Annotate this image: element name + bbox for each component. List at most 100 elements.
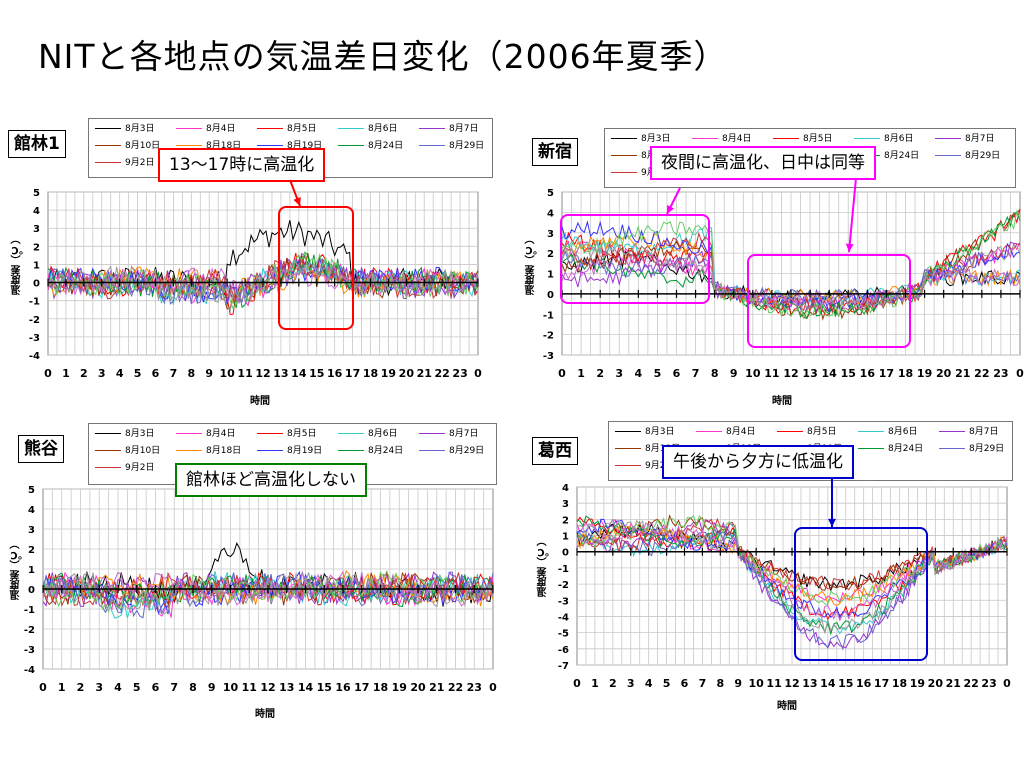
legend-item: 8月4日 (176, 429, 235, 440)
x-tick-label: 0 (558, 367, 566, 380)
legend-label: 8月4日 (206, 124, 236, 134)
legend-label: 8月19日 (287, 446, 323, 456)
y-tick-label: 0 (28, 585, 35, 596)
y-tick-label: -2 (543, 331, 554, 342)
legend-label: 8月7日 (449, 124, 479, 134)
legend-label: 8月29日 (449, 446, 485, 456)
legend-label: 8月5日 (287, 124, 317, 134)
x-tick-label: 1 (577, 367, 585, 380)
legend-item: 8月3日 (611, 134, 670, 145)
y-tick-label: 5 (28, 485, 35, 496)
x-tick-label: 20 (936, 367, 952, 380)
x-tick-label: 23 (993, 367, 1008, 380)
x-tick-label: 6 (673, 367, 681, 380)
legend-item: 8月29日 (939, 444, 1004, 455)
x-tick-label: 20 (410, 681, 426, 694)
x-tick-label: 5 (133, 681, 141, 694)
x-tick-label: 8 (711, 367, 719, 380)
y-tick-label: 1 (562, 532, 569, 543)
legend-item: 8月3日 (95, 429, 154, 440)
x-tick-label: 17 (345, 367, 360, 380)
series-line (42, 570, 494, 614)
x-tick-label: 3 (95, 681, 103, 694)
highlight-box (747, 254, 911, 348)
legend-item: 8月5日 (257, 429, 316, 440)
y-tick-label: 2 (33, 242, 40, 253)
y-axis-label: 温度差（℃） (12, 233, 23, 295)
legend-label: 8月4日 (726, 427, 756, 437)
legend-item: 8月24日 (858, 444, 923, 455)
x-tick-label: 10 (223, 681, 239, 694)
x-tick-label: 16 (327, 367, 343, 380)
series-line (561, 250, 1021, 306)
y-tick-label: -3 (543, 351, 554, 362)
x-tick-label: 4 (114, 681, 122, 694)
legend-swatch (95, 145, 121, 146)
x-tick-label: 6 (681, 677, 689, 690)
y-tick-label: 0 (33, 279, 40, 290)
legend-swatch (935, 155, 961, 156)
legend-swatch (176, 128, 202, 129)
y-axis-label: 温度差（℃） (526, 233, 537, 295)
slide-title: NITと各地点の気温差日変化（2006年夏季） (38, 37, 728, 76)
annotation-callout: 館林ほど高温化しない (175, 463, 367, 497)
y-tick-label: -1 (543, 310, 554, 321)
x-tick-label: 0 (1016, 367, 1024, 380)
legend-item: 8月4日 (696, 427, 755, 438)
x-tick-label: 14 (820, 677, 836, 690)
x-tick-label: 8 (189, 681, 197, 694)
legend-item: 8月18日 (176, 446, 241, 457)
legend-swatch (95, 128, 121, 129)
legend-swatch (95, 162, 121, 163)
x-tick-label: 13 (279, 681, 294, 694)
x-tick-label: 18 (373, 681, 388, 694)
x-tick-label: 22 (435, 367, 450, 380)
legend-label: 8月4日 (722, 134, 752, 144)
legend-label: 8月19日 (287, 141, 323, 151)
legend-swatch (419, 145, 445, 146)
x-tick-label: 6 (152, 367, 160, 380)
annotation-callout: 午後から夕方に低温化 (662, 445, 854, 479)
legend-swatch (95, 450, 121, 451)
legend-label: 8月4日 (206, 429, 236, 439)
legend-label: 8月3日 (125, 429, 155, 439)
series-line (47, 257, 479, 305)
x-axis-label: 時間 (772, 396, 792, 407)
y-tick-label: 3 (562, 499, 569, 510)
chart-panel-kumagaya: -4 -3 -2 -1 0 1 2 3 4 5 0 1 2 3 4 5 6 7 8 9 10 11 12 13 14 15 16 17… (0, 415, 512, 725)
legend-item: 8月7日 (939, 427, 998, 438)
x-tick-label: 0 (489, 681, 497, 694)
x-tick-label: 7 (699, 677, 707, 690)
y-tick-label: -3 (24, 645, 35, 656)
legend-swatch (939, 431, 965, 432)
x-tick-label: 3 (615, 367, 623, 380)
x-tick-label: 10 (745, 367, 761, 380)
legend-label: 9月2日 (125, 158, 155, 168)
x-tick-label: 6 (152, 681, 160, 694)
annotation-callout: 13〜17時に高温化 (158, 148, 326, 182)
legend-item: 8月10日 (95, 446, 160, 457)
y-tick-label: 2 (28, 545, 35, 556)
legend-swatch (611, 155, 637, 156)
highlight-box (278, 206, 354, 330)
x-tick-label: 5 (663, 677, 671, 690)
x-tick-label: 5 (654, 367, 662, 380)
legend-label: 8月3日 (125, 124, 155, 134)
series-line (47, 250, 479, 310)
x-tick-label: 19 (381, 367, 396, 380)
x-tick-label: 16 (860, 367, 876, 380)
y-tick-label: -1 (24, 605, 35, 616)
y-tick-label: 4 (28, 505, 35, 516)
x-tick-label: 2 (80, 367, 88, 380)
x-tick-label: 13 (802, 367, 817, 380)
x-tick-label: 21 (417, 367, 432, 380)
x-tick-label: 19 (392, 681, 407, 694)
legend-swatch (176, 145, 202, 146)
legend-item: 8月7日 (935, 134, 994, 145)
legend-label: 8月7日 (965, 134, 995, 144)
legend-swatch (773, 138, 799, 139)
station-label: 新宿 (532, 138, 578, 166)
legend-label: 8月6日 (368, 429, 398, 439)
